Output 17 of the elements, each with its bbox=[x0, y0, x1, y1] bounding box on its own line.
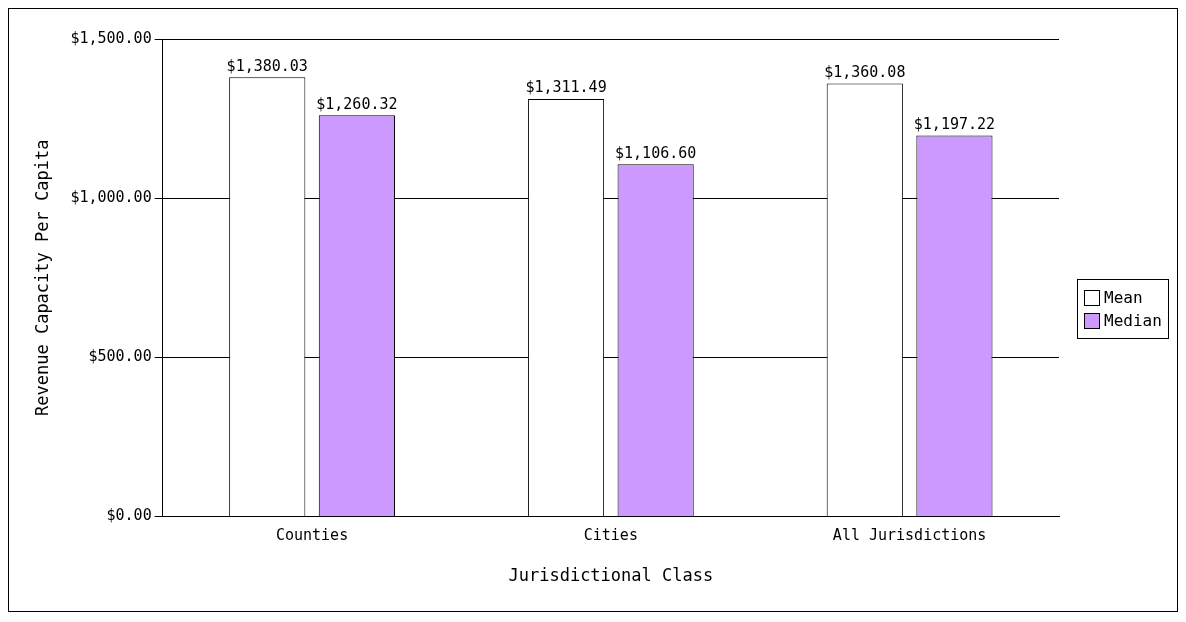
data-label: $1,106.60 bbox=[615, 143, 697, 162]
x-axis-title: Jurisdictional Class bbox=[508, 565, 714, 586]
y-tick-label: $1,500.00 bbox=[70, 28, 152, 47]
x-tick-label: Counties bbox=[275, 526, 349, 545]
legend-label: Median bbox=[1104, 311, 1162, 330]
data-label: $1,360.08 bbox=[824, 62, 906, 81]
x-tick-label: Cities bbox=[583, 526, 638, 545]
data-label: $1,311.49 bbox=[525, 78, 607, 97]
text: Mean bbox=[1104, 288, 1143, 307]
x-tick-label: All Jurisdictions bbox=[832, 526, 987, 545]
data-label: $1,260.32 bbox=[316, 94, 398, 113]
y-axis-title: Revenue Capacity Per Capita bbox=[31, 139, 52, 416]
y-tick-label: $0.00 bbox=[106, 506, 152, 525]
y-tick-label: $500.00 bbox=[88, 347, 152, 366]
y-tick-label: $1,000.00 bbox=[70, 188, 152, 207]
data-label: $1,197.22 bbox=[913, 114, 996, 133]
data-label: $1,380.03 bbox=[226, 56, 308, 75]
